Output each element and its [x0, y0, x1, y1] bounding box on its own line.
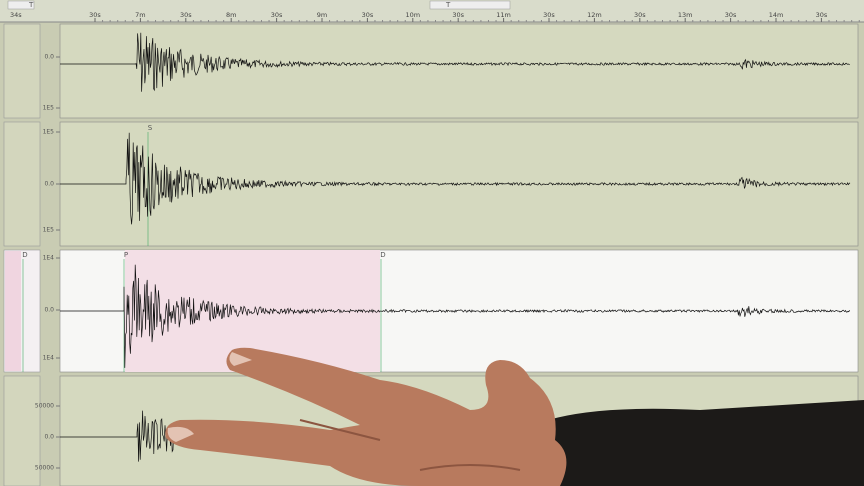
channel-label-box: [3, 23, 41, 119]
scale-label: 50000: [35, 403, 54, 410]
axis-label: 13m: [678, 11, 693, 19]
axis-label: 10m: [405, 11, 420, 19]
scale-label: 1E4: [43, 355, 55, 362]
tool-button[interactable]: [7, 0, 35, 10]
scale-label: 1E4: [43, 255, 55, 262]
axis-label: 30s: [452, 11, 464, 19]
channel-plot: [59, 121, 859, 247]
scale-label: 1E5: [43, 227, 55, 234]
channel-label-box: [3, 375, 41, 486]
phase-marker: D: [380, 251, 385, 259]
pick-highlight: [5, 251, 21, 371]
axis-label: 30s: [271, 11, 283, 19]
tool-label: T: [445, 1, 451, 9]
axis-label: 12m: [587, 11, 602, 19]
time-axis-bar: [0, 0, 864, 22]
channel-label-box: [3, 121, 41, 247]
scale-label: 0.0: [44, 181, 54, 188]
nail: [167, 426, 194, 442]
hand-shape: [165, 347, 567, 486]
hand: [165, 347, 864, 486]
knuckle-shading: [299, 419, 521, 471]
scale-label: 0.0: [44, 54, 54, 61]
toolbar: T T: [7, 0, 511, 10]
axis-label: 30s: [816, 11, 828, 19]
axis-label: 9m: [317, 11, 327, 19]
phase-marker: P: [124, 251, 128, 259]
axis-label: 30s: [634, 11, 646, 19]
tool-button-group[interactable]: [429, 0, 511, 10]
phase-marker: D: [22, 251, 27, 259]
sleeve: [540, 400, 864, 486]
axis-label: 30s: [725, 11, 737, 19]
waveform: [60, 264, 850, 368]
axis-label: 30s: [543, 11, 555, 19]
axis-label: 7m: [135, 11, 145, 19]
scale-label: 0.0: [44, 307, 54, 314]
axis-label: 8m: [226, 11, 236, 19]
axis-label: 11m: [496, 11, 511, 19]
phase-marker: S: [148, 124, 153, 132]
axis-label: 30s: [180, 11, 192, 19]
nail: [229, 352, 252, 366]
scale-label: 1E5: [43, 105, 55, 112]
axis-label: 30s: [89, 11, 101, 19]
channel-plot: [59, 23, 859, 119]
axis-label: 14m: [769, 11, 784, 19]
scale-label: 50000: [35, 465, 54, 472]
waveform: [60, 132, 851, 225]
tool-label: T: [28, 1, 34, 9]
scale-label: 0.0: [44, 434, 54, 441]
scale-label: 1E5: [43, 129, 55, 136]
axis-start-label: 34s: [10, 11, 22, 19]
axis-label: 30s: [362, 11, 374, 19]
waveform: [60, 32, 850, 92]
